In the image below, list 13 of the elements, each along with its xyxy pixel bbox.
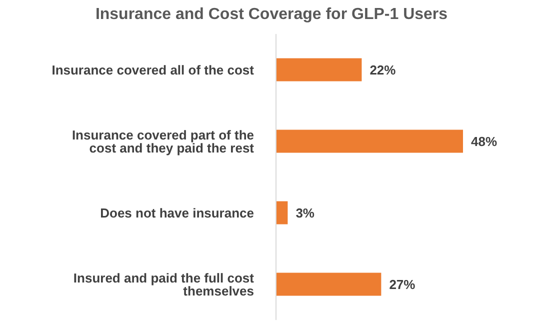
y-tick-label: Insured and paid the full cost themselves (73, 270, 255, 298)
y-tick-label: Insurance covered all of the cost (52, 62, 255, 78)
data-label: 48% (471, 134, 498, 149)
data-label: 27% (389, 276, 416, 292)
bar (276, 272, 382, 296)
data-label: 22% (370, 62, 396, 78)
bar (276, 58, 362, 82)
bar (276, 130, 463, 153)
bar (276, 201, 288, 224)
data-label: 3% (296, 205, 315, 220)
y-tick-label: Does not have insurance (100, 205, 254, 220)
chart-title: Insurance and Cost Coverage for GLP-1 Users (94, 5, 449, 25)
y-tick-label: Insurance covered part of the cost and they paid the rest (72, 127, 255, 156)
